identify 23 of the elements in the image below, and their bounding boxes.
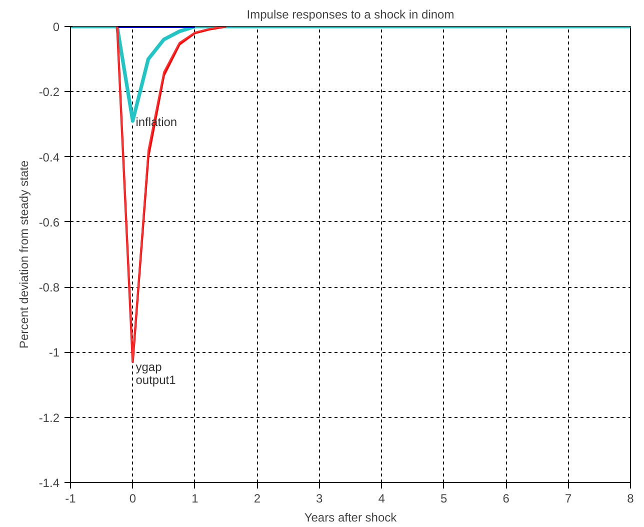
y-tick-label: -0.2: [38, 85, 60, 100]
chart-title: Impulse responses to a shock in dinom: [246, 8, 454, 22]
x-tick-label: -1: [65, 492, 76, 506]
y-tick-label: -1.2: [38, 410, 60, 425]
x-tick-label: 2: [254, 492, 261, 506]
y-tick-label: -0.6: [38, 215, 60, 230]
y-axis-title: Percent deviation from steady state: [16, 160, 31, 349]
x-tick-label: 6: [502, 492, 510, 506]
x-tick-label: 3: [316, 492, 324, 506]
y-tick-label: -1.4: [38, 476, 60, 490]
x-tick-label: 5: [440, 492, 448, 506]
x-tick-label: 4: [378, 492, 386, 506]
x-tick-label: 0: [129, 492, 136, 506]
y-tick-label: 0: [52, 20, 60, 34]
x-axis-title: Years after shock: [304, 510, 398, 524]
y-tick-label: -1: [48, 346, 60, 360]
x-tick-label: 8: [627, 492, 634, 506]
x-tick-label: 7: [564, 492, 572, 506]
x-tick-label: 1: [192, 492, 199, 506]
series-label: output1: [136, 372, 176, 387]
y-tick-label: -0.4: [38, 150, 60, 164]
series-label: ygap: [136, 360, 162, 374]
y-tick-label: -0.8: [38, 280, 60, 295]
